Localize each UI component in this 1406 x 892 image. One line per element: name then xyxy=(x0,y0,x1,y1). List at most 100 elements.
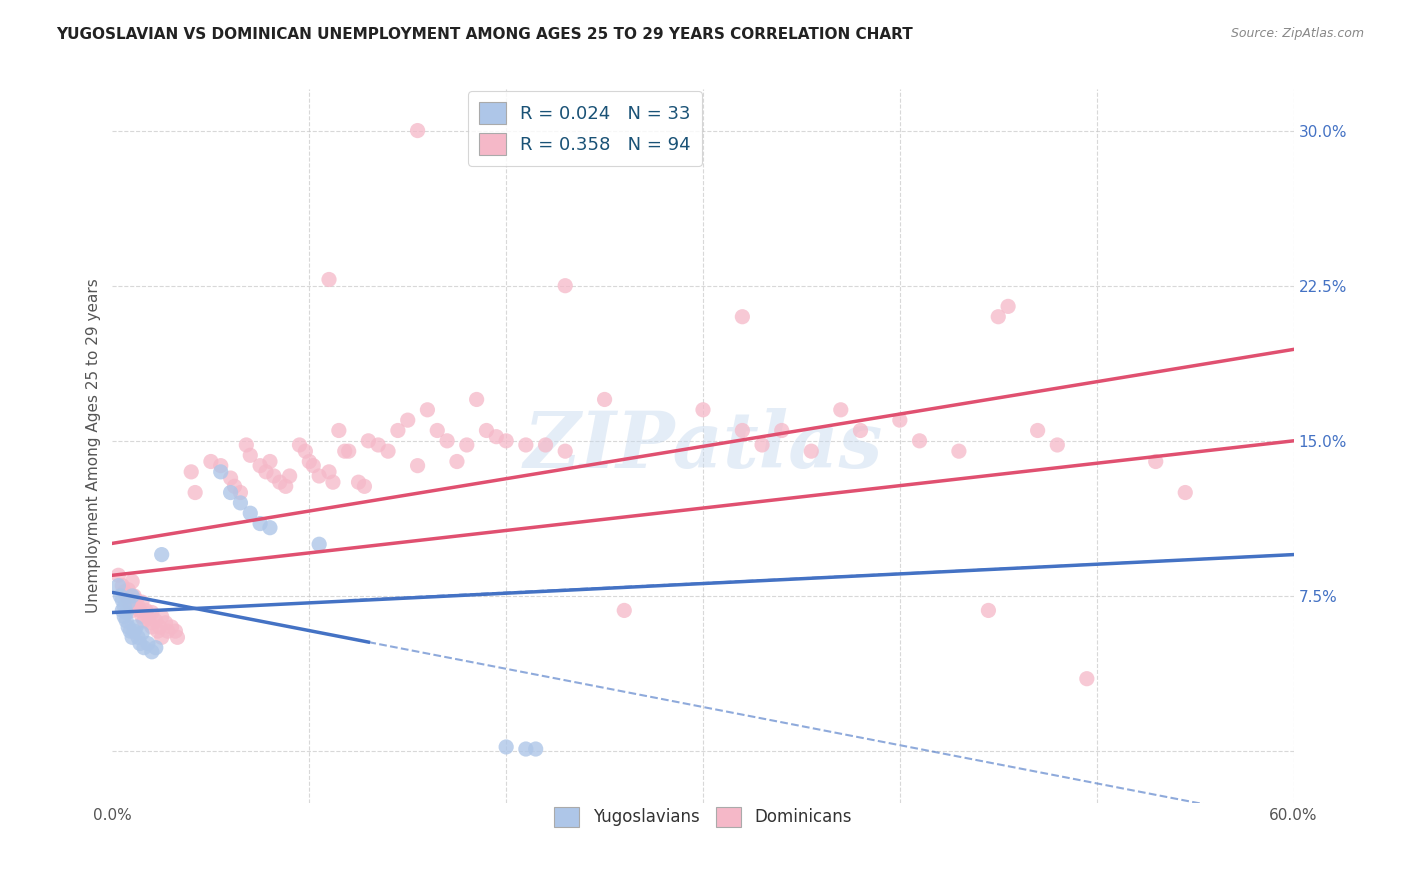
Point xyxy=(127,630,149,644)
Point xyxy=(165,624,187,639)
Point xyxy=(1076,672,1098,686)
Point xyxy=(948,444,970,458)
Point xyxy=(278,469,301,483)
Y-axis label: Unemployment Among Ages 25 to 29 years: Unemployment Among Ages 25 to 29 years xyxy=(86,278,101,614)
Point xyxy=(318,272,340,286)
Point xyxy=(269,475,291,490)
Point xyxy=(446,454,468,468)
Point xyxy=(495,434,517,448)
Point xyxy=(121,589,143,603)
Point xyxy=(117,595,139,609)
Point xyxy=(308,537,330,551)
Point xyxy=(200,454,222,468)
Text: YUGOSLAVIAN VS DOMINICAN UNEMPLOYMENT AMONG AGES 25 TO 29 YEARS CORRELATION CHAR: YUGOSLAVIAN VS DOMINICAN UNEMPLOYMENT AM… xyxy=(56,27,912,42)
Point xyxy=(121,630,143,644)
Point xyxy=(145,614,167,628)
Point xyxy=(125,593,148,607)
Point xyxy=(1174,485,1197,500)
Point xyxy=(209,465,232,479)
Point xyxy=(120,624,142,639)
Point xyxy=(150,609,173,624)
Point xyxy=(131,609,153,624)
Point xyxy=(554,278,576,293)
Point xyxy=(800,444,823,458)
Point xyxy=(235,438,257,452)
Point xyxy=(406,123,429,137)
Point xyxy=(770,424,793,438)
Point xyxy=(367,438,389,452)
Point xyxy=(135,603,157,617)
Point xyxy=(125,620,148,634)
Point xyxy=(141,645,163,659)
Point xyxy=(136,609,159,624)
Point xyxy=(1144,454,1167,468)
Point xyxy=(692,402,714,417)
Point xyxy=(908,434,931,448)
Point xyxy=(239,448,262,462)
Point xyxy=(107,568,129,582)
Text: Source: ZipAtlas.com: Source: ZipAtlas.com xyxy=(1230,27,1364,40)
Point xyxy=(274,479,297,493)
Point xyxy=(112,584,135,599)
Point xyxy=(107,579,129,593)
Point xyxy=(156,624,179,639)
Point xyxy=(259,454,281,468)
Point xyxy=(613,603,636,617)
Point xyxy=(308,469,330,483)
Point xyxy=(524,742,547,756)
Point xyxy=(249,516,271,531)
Point xyxy=(987,310,1010,324)
Point xyxy=(141,620,163,634)
Point xyxy=(122,589,145,603)
Point xyxy=(830,402,852,417)
Point xyxy=(129,603,152,617)
Point xyxy=(117,582,139,597)
Point xyxy=(465,392,488,407)
Point xyxy=(294,444,316,458)
Point xyxy=(436,434,458,448)
Point xyxy=(357,434,380,448)
Point xyxy=(150,548,173,562)
Point xyxy=(149,620,172,634)
Point xyxy=(259,521,281,535)
Point xyxy=(495,739,517,754)
Point xyxy=(731,310,754,324)
Text: ZIPatlas: ZIPatlas xyxy=(523,408,883,484)
Point xyxy=(1026,424,1049,438)
Point xyxy=(160,620,183,634)
Point xyxy=(426,424,449,438)
Point xyxy=(288,438,311,452)
Point xyxy=(219,471,242,485)
Point xyxy=(132,614,155,628)
Point xyxy=(117,595,139,609)
Point xyxy=(121,603,143,617)
Point xyxy=(515,742,537,756)
Point xyxy=(115,589,138,603)
Point xyxy=(115,614,138,628)
Point xyxy=(353,479,375,493)
Point xyxy=(136,636,159,650)
Point xyxy=(515,438,537,452)
Point xyxy=(131,595,153,609)
Point xyxy=(254,465,277,479)
Point xyxy=(406,458,429,473)
Point xyxy=(318,465,340,479)
Point xyxy=(387,424,409,438)
Point xyxy=(322,475,344,490)
Point xyxy=(209,458,232,473)
Point xyxy=(111,579,134,593)
Point xyxy=(122,624,145,639)
Point xyxy=(115,606,138,620)
Legend: Yugoslavians, Dominicans: Yugoslavians, Dominicans xyxy=(547,800,859,834)
Point xyxy=(146,624,169,639)
Point xyxy=(127,599,149,614)
Point xyxy=(150,630,173,644)
Point xyxy=(129,636,152,650)
Point xyxy=(997,299,1019,313)
Point xyxy=(145,640,167,655)
Point xyxy=(155,615,177,630)
Point xyxy=(475,424,498,438)
Point xyxy=(333,444,356,458)
Point xyxy=(977,603,1000,617)
Point xyxy=(534,438,557,452)
